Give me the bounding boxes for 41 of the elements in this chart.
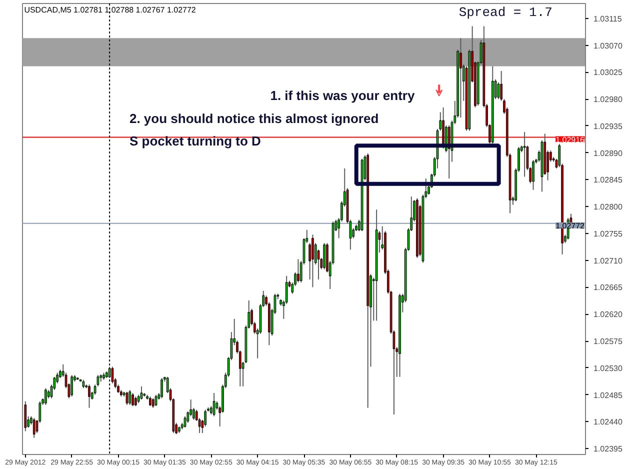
candlestick: [160, 378, 163, 399]
y-tick-label: 1.02665: [594, 283, 623, 292]
candlestick: [312, 234, 314, 288]
y-tick-label: 1.02620: [594, 310, 623, 320]
ref-line-label: 1.02916: [556, 135, 586, 144]
y-tick-label: 1.02800: [594, 202, 623, 212]
candlestick: [532, 160, 534, 190]
candlestick: [24, 400, 27, 432]
annotation: 2. you should notice this almost ignored S pocket turning to D: [129, 110, 379, 148]
candlestick: [44, 388, 47, 406]
candlestick: [70, 374, 74, 398]
y-tick-label: 1.02890: [594, 148, 623, 158]
y-tick-label: 1.02395: [594, 444, 623, 454]
y-tick-label: 1.02710: [594, 256, 623, 266]
y-tick-label: 1.03025: [594, 68, 623, 78]
candlestick: [460, 38, 462, 118]
annotation: 1. if this was your entry: [270, 88, 416, 104]
candlestick: [497, 82, 500, 100]
candlestick: [323, 242, 326, 270]
candlestick: [32, 418, 36, 438]
chart-title: USDCAD,M5 1.02781 1.02788 1.02767 1.02772: [24, 6, 196, 14]
candlestick: [523, 131, 526, 178]
candlestick: [297, 258, 300, 283]
y-tick-label: 1.02980: [594, 95, 623, 104]
y-tick-label: 1.02440: [594, 418, 623, 427]
y-tick-label: 1.03115: [594, 14, 622, 24]
candlestick: [132, 392, 134, 407]
y-tick-label: 1.02530: [594, 364, 623, 373]
candlestick: [88, 384, 90, 408]
annotation: Spread = 1.7: [458, 4, 552, 20]
candlestick: [152, 398, 154, 408]
candlestick: [149, 396, 152, 407]
y-tick-label: 1.02755: [594, 229, 623, 238]
y-tick-label: 1.02485: [594, 390, 623, 400]
y-tick-label: 1.02575: [594, 337, 623, 346]
candlestick: [134, 396, 137, 407]
ref-line-label: 1.02772: [556, 221, 586, 230]
y-tick-label: 1.02845: [594, 176, 623, 185]
candlestick: [128, 389, 132, 406]
y-tick-label: 1.03070: [594, 41, 623, 50]
y-tick-label: 1.02935: [594, 122, 623, 131]
